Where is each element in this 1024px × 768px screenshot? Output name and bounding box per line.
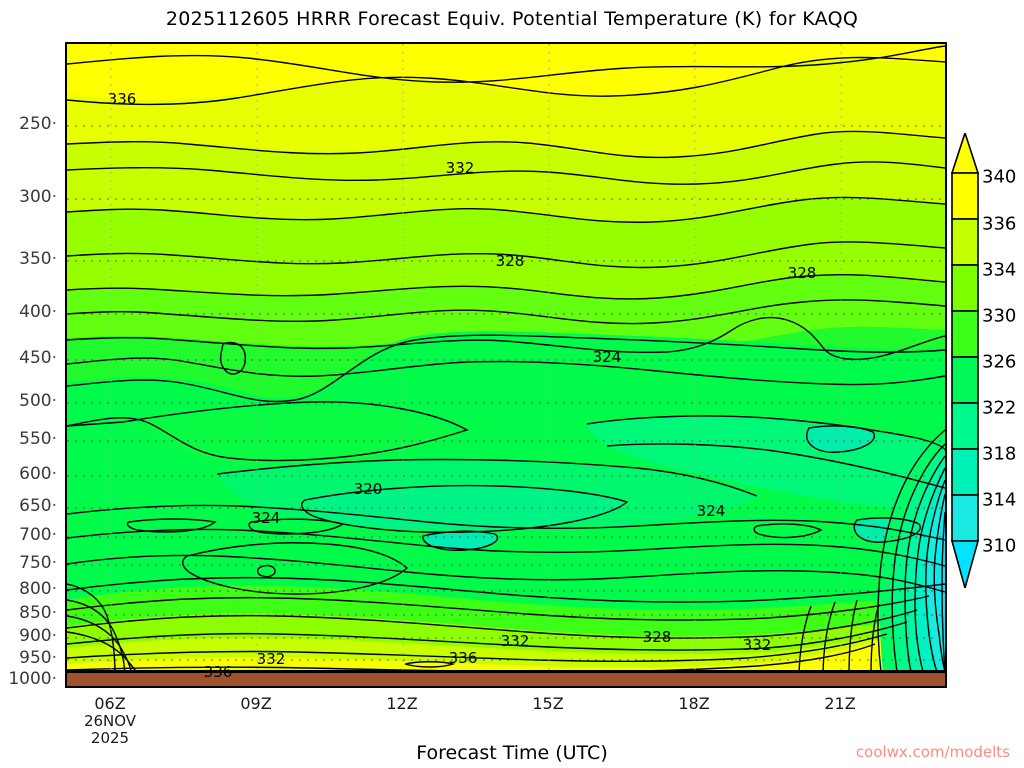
contour-label: 324 bbox=[251, 509, 281, 527]
contour-label: 328 bbox=[787, 264, 817, 282]
x-axis-title: Forecast Time (UTC) bbox=[416, 742, 608, 764]
contour-label: 328 bbox=[495, 252, 525, 270]
y-tick: 250· bbox=[19, 114, 57, 134]
y-tick: 400· bbox=[19, 302, 57, 322]
page-title: 2025112605 HRRR Forecast Equiv. Potentia… bbox=[165, 8, 859, 30]
y-tick: 900· bbox=[19, 626, 57, 646]
x-tick: 12Z bbox=[386, 694, 418, 713]
contour-label: 332 bbox=[500, 632, 530, 650]
y-tick: 650· bbox=[19, 496, 57, 516]
y-tick: 850· bbox=[19, 603, 57, 623]
y-tick: 1000· bbox=[8, 669, 57, 689]
colorbar[interactable] bbox=[950, 130, 980, 592]
y-tick: 600· bbox=[19, 464, 57, 484]
colorbar-tick: 336 bbox=[982, 213, 1017, 235]
colorbar-tick: 330 bbox=[982, 305, 1017, 327]
contour-label: 336 bbox=[448, 649, 478, 667]
contour-label: 336 bbox=[203, 663, 233, 681]
colorbar-tick: 340 bbox=[982, 166, 1017, 188]
y-tick: 550· bbox=[19, 429, 57, 449]
y-tick: 300· bbox=[19, 187, 57, 207]
y-tick: 350· bbox=[19, 249, 57, 269]
x-tick: 18Z bbox=[678, 694, 710, 713]
colorbar-tick: 310 bbox=[982, 535, 1017, 557]
y-axis: 250· 300· 350· 400· 450· 500· 550· 600· … bbox=[0, 0, 65, 768]
y-tick: 950· bbox=[19, 648, 57, 668]
contour-label: 324 bbox=[592, 348, 622, 366]
contour-label: 324 bbox=[696, 502, 726, 520]
y-tick: 450· bbox=[19, 348, 57, 368]
y-tick: 750· bbox=[19, 553, 57, 573]
contour-label: 328 bbox=[642, 628, 672, 646]
colorbar-tick: 318 bbox=[982, 443, 1017, 465]
x-tick: 15Z bbox=[532, 694, 564, 713]
x-tick: 06Z bbox=[94, 694, 126, 713]
contour-label: 320 bbox=[353, 480, 383, 498]
watermark: coolwx.com/modelts bbox=[855, 743, 1010, 761]
forecast-date-label: 26NOV 2025 bbox=[83, 712, 137, 747]
contour-plot-area[interactable]: 336 332 328 328 324 320 324 324 332 328 332 332 336 3… bbox=[65, 42, 947, 688]
contour-label: 332 bbox=[256, 650, 286, 668]
y-tick: 800· bbox=[19, 579, 57, 599]
x-tick: 21Z bbox=[824, 694, 856, 713]
colorbar-tick: 326 bbox=[982, 351, 1017, 373]
y-tick: 700· bbox=[19, 525, 57, 545]
colorbar-tick: 334 bbox=[982, 259, 1017, 281]
colorbar-tick: 314 bbox=[982, 489, 1017, 511]
contour-label: 332 bbox=[742, 636, 772, 654]
colorbar-tick: 322 bbox=[982, 397, 1017, 419]
contour-label: 332 bbox=[445, 159, 475, 177]
x-tick: 09Z bbox=[240, 694, 272, 713]
y-tick: 500· bbox=[19, 391, 57, 411]
contour-label: 336 bbox=[107, 90, 137, 108]
